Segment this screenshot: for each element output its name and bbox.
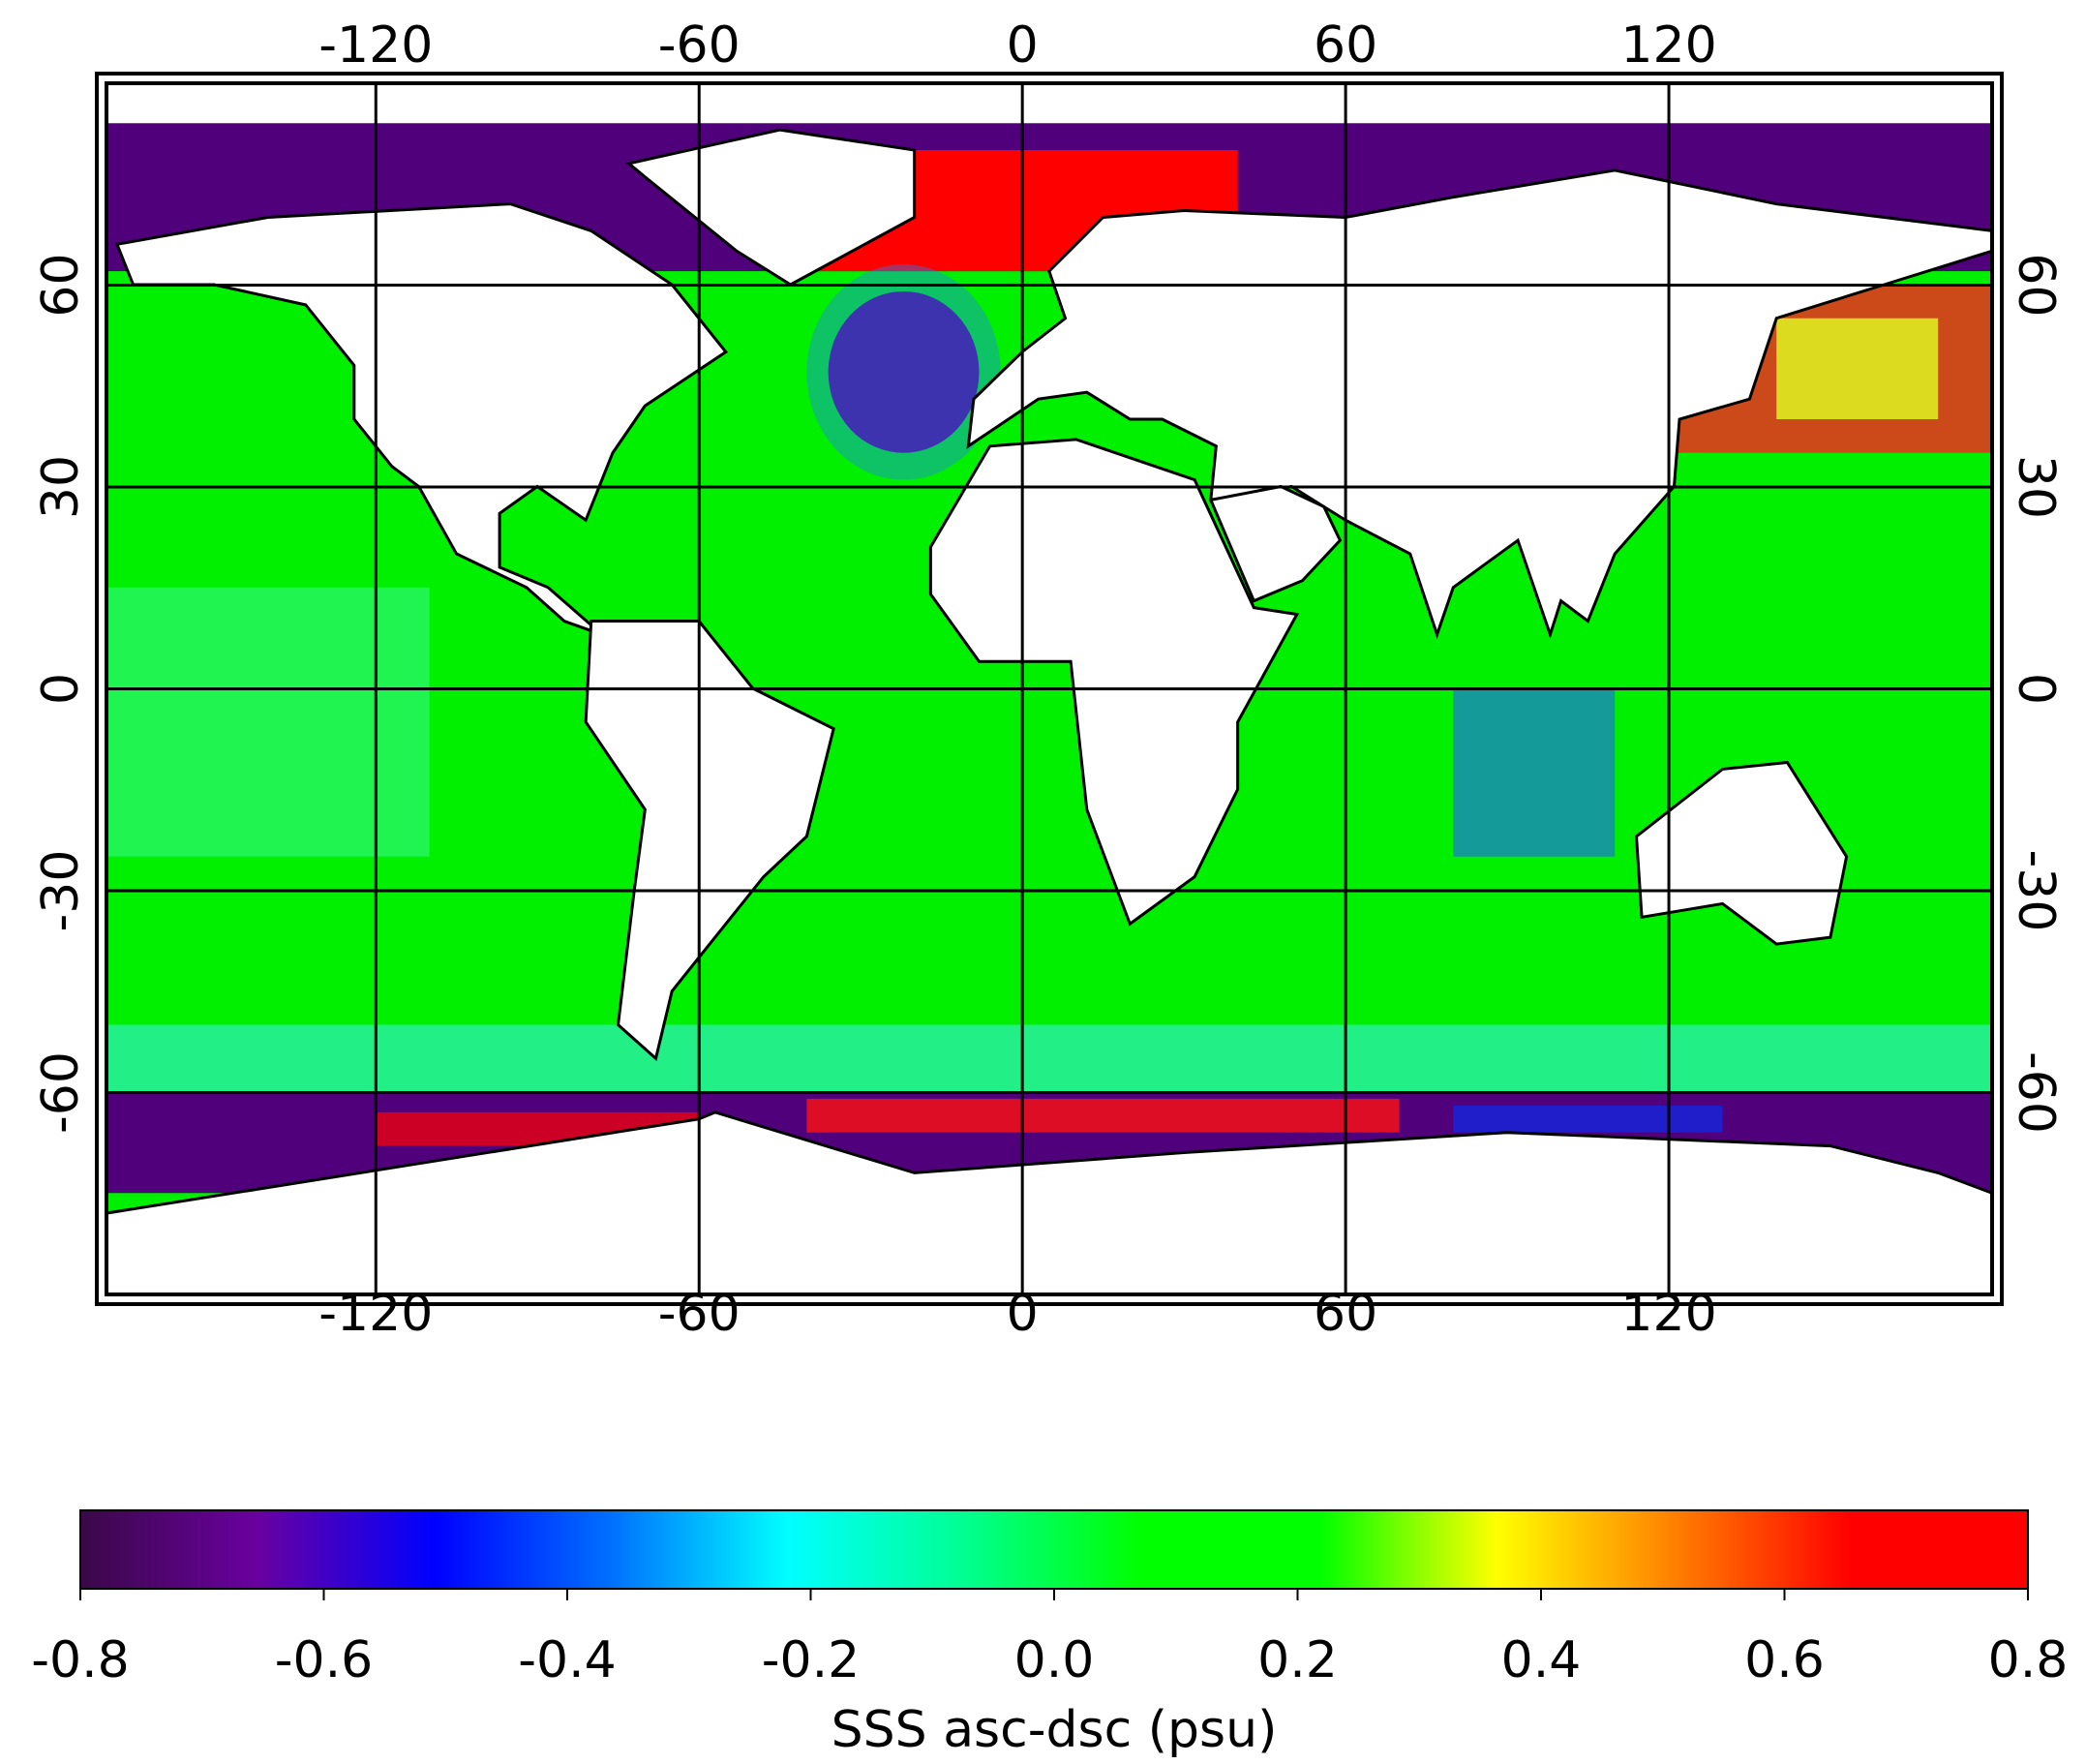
y-tick-label: 30: [32, 455, 90, 519]
x-tick-label: 60: [1314, 16, 1377, 75]
frame-outer: [95, 72, 2004, 1306]
x-tick-label: -60: [658, 1285, 741, 1343]
x-tick-label: 120: [1620, 1285, 1716, 1343]
colorbar-label: SSS asc-dsc (psu): [831, 1701, 1278, 1759]
colorbar-tick-label: 0.0: [1014, 1631, 1095, 1689]
y-tick-label: 0: [2007, 673, 2065, 705]
map-field: [106, 83, 1992, 1294]
colorbar-tick-label: 0.4: [1501, 1631, 1582, 1689]
x-tick-label: 0: [1007, 16, 1039, 75]
y-tick-label: -30: [2007, 850, 2065, 932]
colorbar-tick-label: -0.4: [518, 1631, 616, 1689]
colorbar: [79, 1509, 2029, 1590]
x-tick-label: 60: [1314, 1285, 1377, 1343]
y-tick-label: 0: [32, 673, 90, 705]
y-tick-label: -60: [32, 1051, 90, 1134]
x-tick-label: 0: [1007, 1285, 1039, 1343]
grid: [106, 83, 1992, 1294]
frame-inner: [105, 81, 1994, 1296]
y-tick-label: -60: [2007, 1051, 2065, 1134]
y-tick-label: -30: [32, 850, 90, 932]
colorbar-tick-label: -0.2: [762, 1631, 860, 1689]
x-tick-label: -120: [318, 16, 433, 75]
colorbar-tick-label: -0.6: [275, 1631, 373, 1689]
x-tick-label: -60: [658, 16, 741, 75]
colorbar-tick-label: -0.8: [31, 1631, 129, 1689]
x-tick-label: 120: [1620, 16, 1716, 75]
y-tick-label: 60: [2007, 253, 2065, 317]
y-tick-label: 60: [32, 253, 90, 317]
y-tick-label: 30: [2007, 455, 2065, 519]
colorbar-tick-label: 0.2: [1257, 1631, 1338, 1689]
colorbar-tick-label: 0.6: [1744, 1631, 1825, 1689]
x-tick-label: -120: [318, 1285, 433, 1343]
colorbar-tick-label: 0.8: [1988, 1631, 2069, 1689]
